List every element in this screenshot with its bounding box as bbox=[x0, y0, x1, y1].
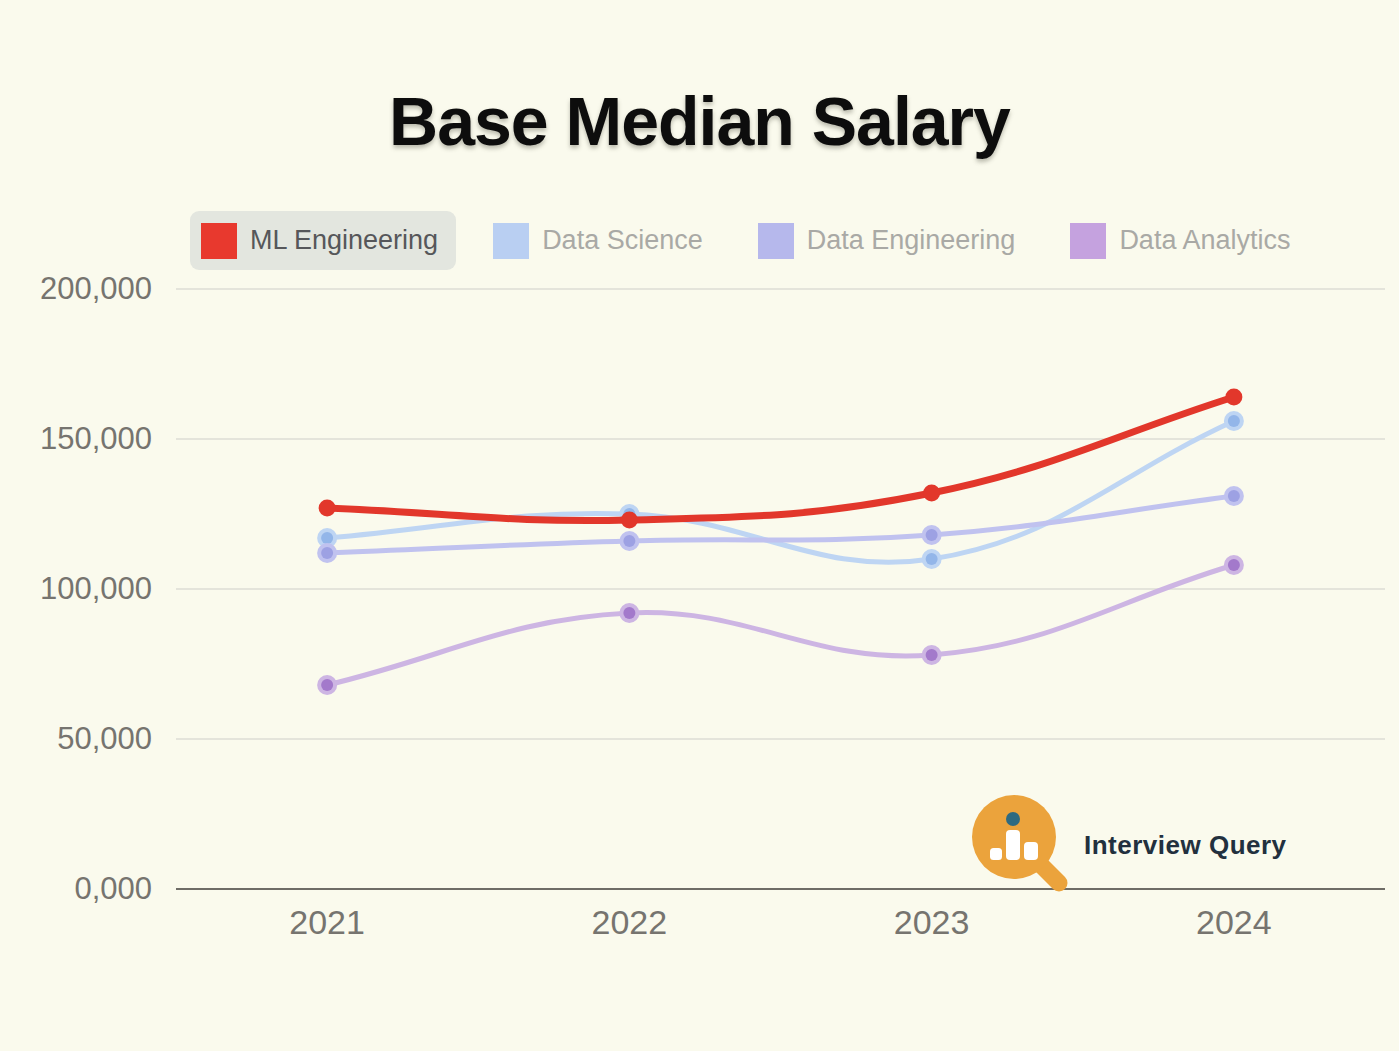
series-line-data-analytics bbox=[327, 565, 1234, 685]
data-point-data-science-2024[interactable] bbox=[1228, 415, 1240, 427]
y-axis-tick-label: 100,000 bbox=[0, 573, 152, 605]
plot-area bbox=[0, 0, 1399, 1051]
y-axis-tick-label: 150,000 bbox=[0, 423, 152, 455]
data-point-data-science-2021[interactable] bbox=[321, 532, 333, 544]
y-axis-tick-label: 200,000 bbox=[0, 273, 152, 305]
data-point-data-engineering-2023[interactable] bbox=[926, 529, 938, 541]
logo-bar-middle bbox=[1006, 830, 1020, 860]
series-line-ml-engineering bbox=[327, 397, 1234, 521]
chart-canvas: Base Median Salary ML EngineeringData Sc… bbox=[0, 0, 1399, 1051]
data-point-data-engineering-2022[interactable] bbox=[623, 535, 635, 547]
watermark-text: Interview Query bbox=[1084, 830, 1287, 861]
y-axis-tick-label: 0,000 bbox=[0, 873, 152, 905]
logo-dot bbox=[1006, 812, 1020, 826]
data-point-data-analytics-2023[interactable] bbox=[926, 649, 938, 661]
data-point-ml-engineering-2021[interactable] bbox=[319, 500, 336, 517]
data-point-ml-engineering-2024[interactable] bbox=[1225, 389, 1242, 406]
data-point-data-engineering-2024[interactable] bbox=[1228, 490, 1240, 502]
watermark-logo: Interview Query bbox=[968, 792, 1287, 892]
magnifier-handle bbox=[1042, 866, 1059, 883]
magnifier-bar-chart-icon bbox=[968, 792, 1068, 892]
data-point-data-science-2023[interactable] bbox=[926, 553, 938, 565]
logo-bar-right bbox=[1024, 842, 1038, 860]
x-axis-tick-label: 2022 bbox=[559, 905, 699, 939]
data-point-data-analytics-2024[interactable] bbox=[1228, 559, 1240, 571]
data-point-ml-engineering-2023[interactable] bbox=[923, 485, 940, 502]
y-axis-tick-label: 50,000 bbox=[0, 723, 152, 755]
x-axis-tick-label: 2021 bbox=[257, 905, 397, 939]
x-axis-tick-label: 2023 bbox=[862, 905, 1002, 939]
x-axis-tick-label: 2024 bbox=[1164, 905, 1304, 939]
logo-bar-left bbox=[990, 848, 1002, 860]
data-point-data-analytics-2021[interactable] bbox=[321, 679, 333, 691]
data-point-data-analytics-2022[interactable] bbox=[623, 607, 635, 619]
data-point-ml-engineering-2022[interactable] bbox=[621, 512, 638, 529]
data-point-data-engineering-2021[interactable] bbox=[321, 547, 333, 559]
